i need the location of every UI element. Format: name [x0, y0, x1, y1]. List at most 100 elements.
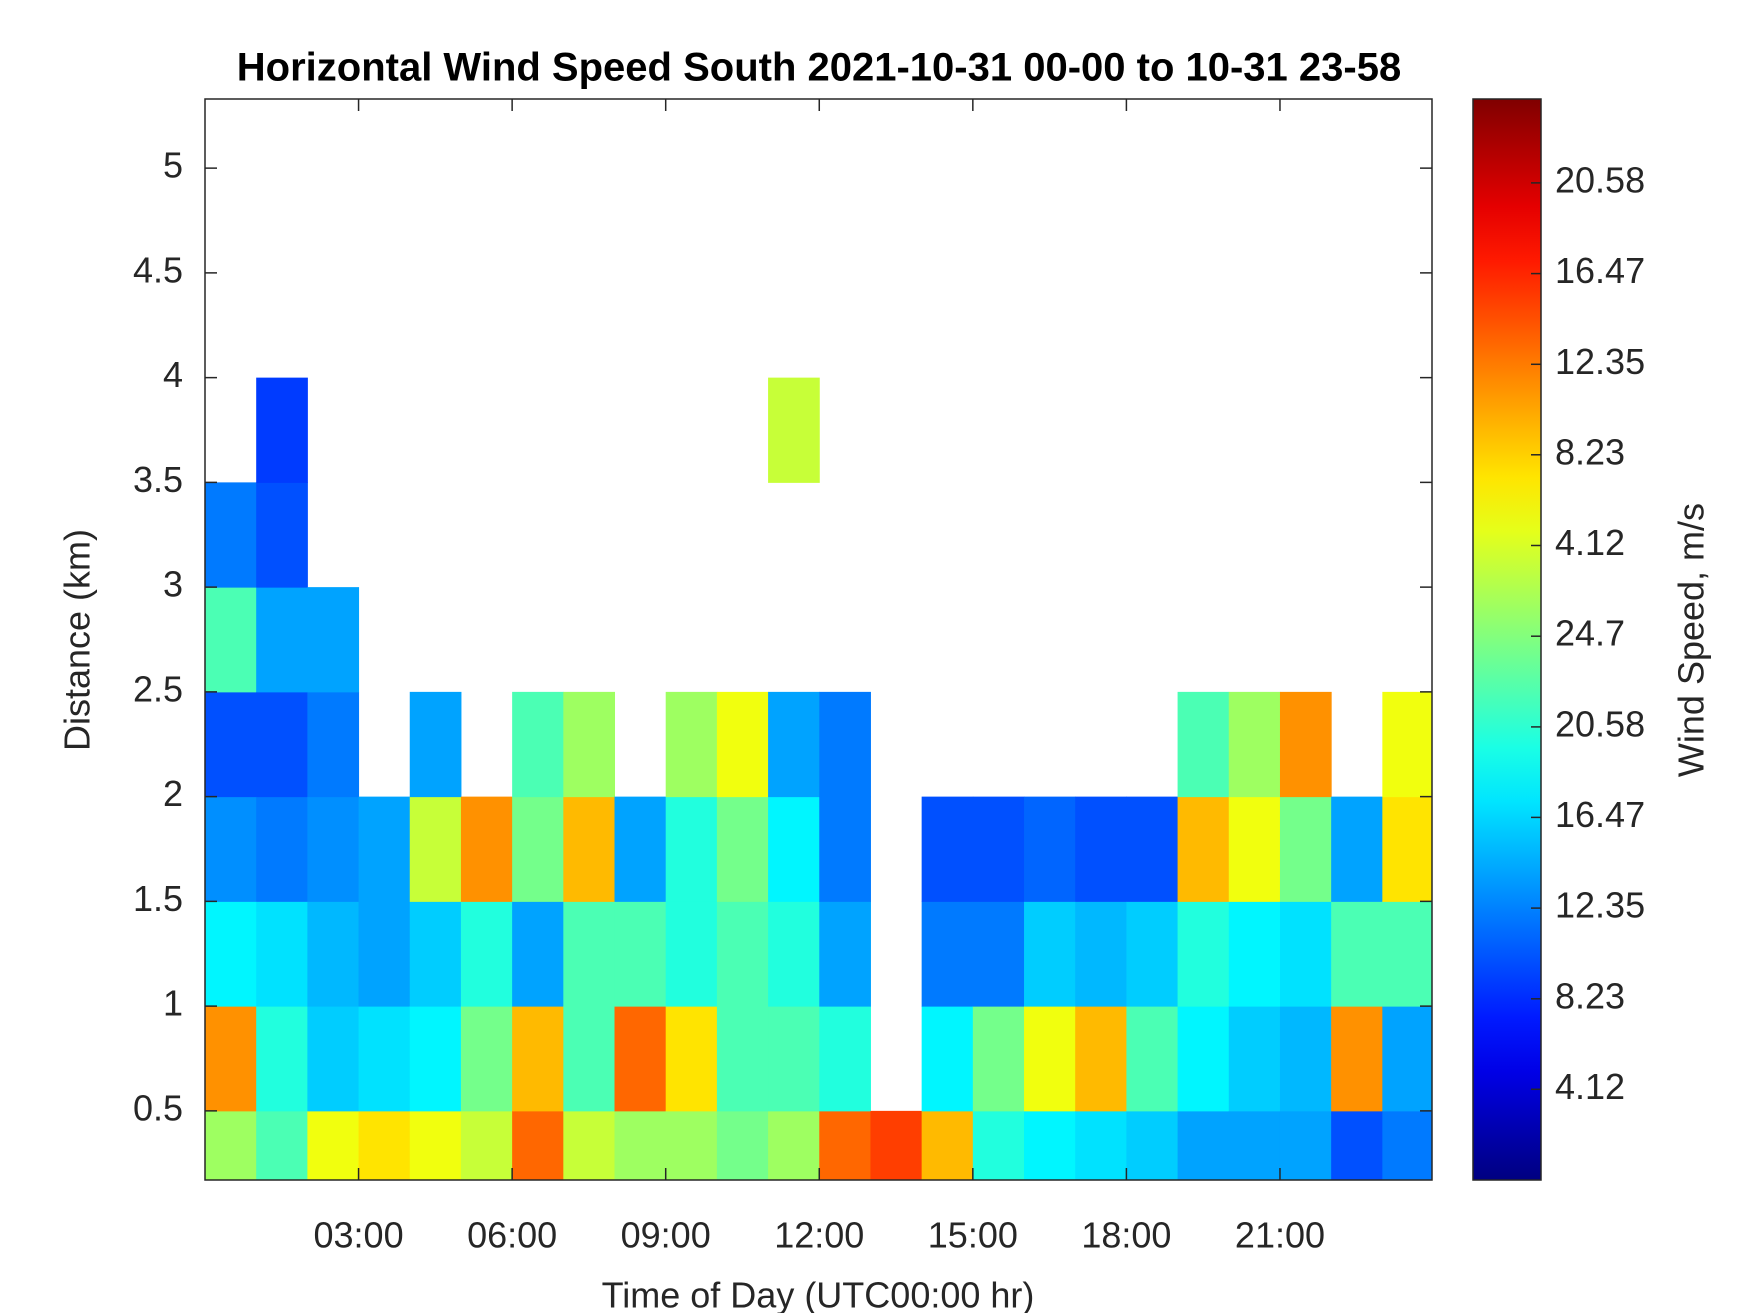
heat-cell	[205, 482, 257, 588]
heat-cell	[409, 691, 462, 798]
heat-cell	[256, 587, 308, 693]
heat-cell	[716, 1110, 769, 1180]
y-tick-label: 3.5	[133, 459, 183, 500]
heat-cell	[1228, 1110, 1281, 1180]
heat-cell	[1024, 1006, 1076, 1112]
x-tick-label: 09:00	[621, 1215, 711, 1256]
heat-cell	[665, 901, 718, 1007]
heat-cell	[358, 901, 411, 1007]
heat-cell	[256, 796, 308, 902]
x-tick-label: 21:00	[1235, 1215, 1325, 1256]
heat-cell	[460, 796, 513, 902]
heat-cell	[1228, 1006, 1281, 1112]
y-tick-label: 1	[163, 983, 183, 1024]
y-tick-label: 2	[163, 773, 183, 814]
heat-cell	[512, 901, 564, 1007]
heat-cell	[1075, 1110, 1127, 1180]
heat-cell	[1075, 796, 1127, 902]
colorbar-tick-label: 4.12	[1555, 522, 1625, 563]
y-tick-label: 4.5	[133, 249, 183, 290]
heat-cell	[1228, 691, 1281, 798]
heat-cell	[819, 1006, 871, 1112]
heat-cell	[512, 796, 564, 902]
heat-cell	[614, 796, 667, 902]
heat-cell	[921, 796, 974, 902]
heat-cell	[972, 1110, 1025, 1180]
heat-cell	[972, 1006, 1025, 1112]
heat-cell	[819, 796, 871, 902]
heat-cell	[1228, 901, 1281, 1007]
x-tick-label: 06:00	[467, 1215, 557, 1256]
heat-cell	[512, 1110, 564, 1180]
heat-cell	[307, 691, 360, 798]
heat-cell	[1382, 796, 1432, 902]
x-tick-label: 18:00	[1081, 1215, 1171, 1256]
x-tick-label: 03:00	[314, 1215, 404, 1256]
x-axis-label: Time of Day (UTC00:00 hr)	[602, 1275, 1035, 1313]
heat-cell	[563, 691, 616, 798]
colorbar-tick-label: 20.58	[1555, 703, 1645, 744]
colorbar-tick-label: 16.47	[1555, 794, 1645, 835]
heat-cell	[716, 796, 769, 902]
heat-cell	[1075, 901, 1127, 1007]
heat-cell	[768, 1110, 820, 1180]
heat-cell	[921, 1110, 974, 1180]
heat-cell	[307, 796, 360, 902]
heat-cell	[1228, 796, 1281, 902]
heat-cell	[1024, 1110, 1076, 1180]
heat-cell	[819, 691, 871, 798]
heat-cell	[1024, 901, 1076, 1007]
heat-cell	[256, 482, 308, 588]
heat-cell	[409, 1110, 462, 1180]
heat-cell	[256, 691, 308, 798]
heat-cell	[614, 1110, 667, 1180]
heat-cell	[768, 377, 820, 483]
heat-cell	[256, 901, 308, 1007]
heat-cell	[1279, 691, 1332, 798]
y-tick-label: 3	[163, 564, 183, 605]
heat-cell	[921, 1006, 974, 1112]
heat-cell	[768, 796, 820, 902]
heat-cell	[1126, 796, 1179, 902]
y-tick-label: 1.5	[133, 878, 183, 919]
heat-cell	[205, 901, 257, 1007]
heat-cell	[716, 691, 769, 798]
heat-cell	[1126, 1006, 1179, 1112]
heat-cell	[1331, 1110, 1383, 1180]
heat-cell	[409, 1006, 462, 1112]
heat-cell	[358, 1110, 411, 1180]
heat-cell	[205, 1006, 257, 1112]
heat-cell	[665, 1110, 718, 1180]
heat-cell	[1331, 1006, 1383, 1112]
heat-cell	[205, 587, 257, 693]
y-tick-label: 4	[163, 354, 183, 395]
colorbar-tick-label: 12.35	[1555, 341, 1645, 382]
heat-cell	[1177, 691, 1230, 798]
colorbar-tick-label: 8.23	[1555, 975, 1625, 1016]
heat-cell	[1331, 796, 1383, 902]
heat-cell	[307, 901, 360, 1007]
heat-cell	[460, 1110, 513, 1180]
colorbar	[1472, 98, 1542, 1181]
heat-cell	[921, 901, 974, 1007]
heat-cell	[972, 796, 1025, 902]
heat-cell	[1075, 1006, 1127, 1112]
colorbar-tick-label: 20.58	[1555, 159, 1645, 200]
heat-cell	[205, 691, 257, 798]
heat-cell	[819, 1110, 871, 1180]
heat-cell	[256, 377, 308, 483]
heat-cell	[1279, 901, 1332, 1007]
heat-cell	[256, 1006, 308, 1112]
heat-cell	[1177, 1110, 1230, 1180]
heat-cell	[512, 691, 564, 798]
heat-cell	[1382, 901, 1432, 1007]
heat-cell	[972, 901, 1025, 1007]
heat-cell	[1279, 796, 1332, 902]
heat-cell	[205, 796, 257, 902]
heat-cell	[614, 901, 667, 1007]
heat-cell	[358, 796, 411, 902]
y-tick-label: 2.5	[133, 668, 183, 709]
heat-cell	[1177, 901, 1230, 1007]
heat-cell	[460, 901, 513, 1007]
